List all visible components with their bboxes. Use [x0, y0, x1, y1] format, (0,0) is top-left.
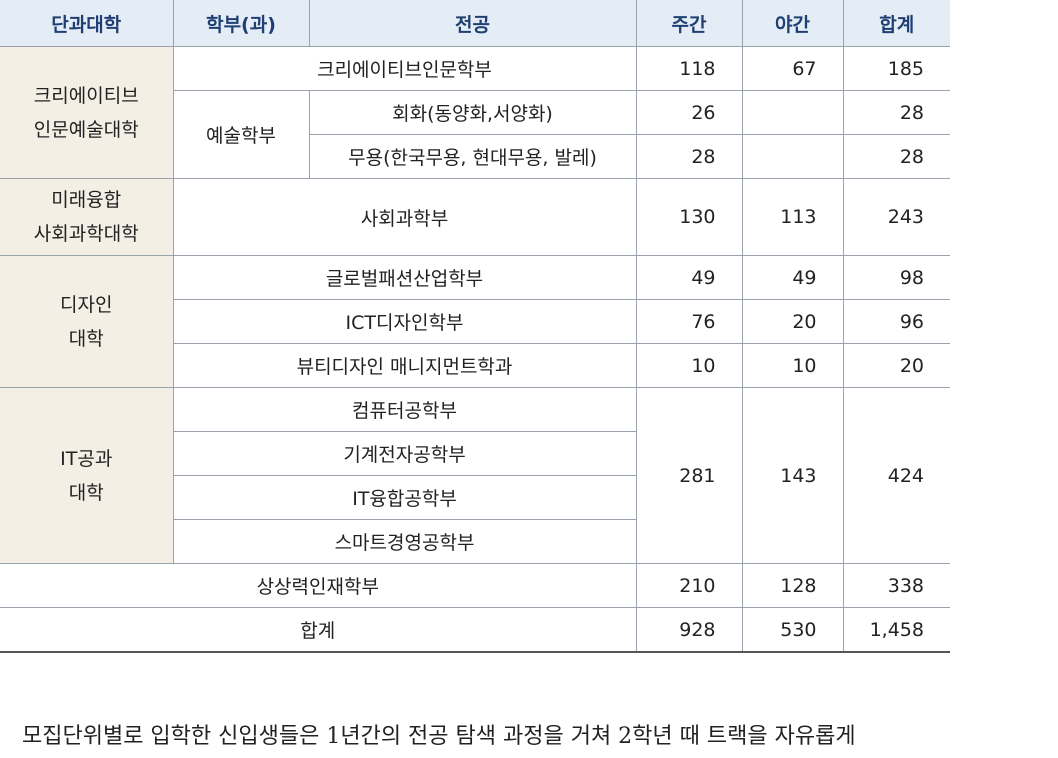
enrollment-table: 단과대학 학부(과) 전공 주간 야간 합계 크리에이티브 인문예술대학 크리에…: [0, 0, 950, 653]
total-count: 98: [842, 255, 950, 300]
table-row: 무용(한국무용, 현대무용, 발레) 28 28: [0, 134, 950, 179]
header-night: 야간: [741, 0, 844, 47]
table-row: 미래융합 사회과학대학 사회과학부 130 113 243: [0, 178, 950, 256]
table-row: 스마트경영공학부: [0, 519, 950, 564]
table-row: IT융합공학부: [0, 475, 950, 520]
major-cell: 컴퓨터공학부: [172, 387, 637, 432]
total-count: 424: [842, 387, 950, 564]
total-count: 185: [842, 46, 950, 91]
major-cell: ICT디자인학부: [173, 299, 637, 344]
table-row: IT공과 대학 컴퓨터공학부 281 143 424: [0, 387, 950, 564]
night-count: 113: [741, 178, 844, 256]
day-count: 118: [635, 46, 743, 91]
division-cell: 예술학부: [173, 90, 310, 179]
total-count: 96: [842, 299, 950, 344]
college-cell: IT공과 대학: [0, 387, 174, 564]
night-count: [741, 90, 844, 135]
day-count: 281: [635, 387, 743, 564]
header-college: 단과대학: [0, 0, 174, 47]
day-count: 210: [635, 563, 743, 608]
college-name-line: 크리에이티브: [33, 84, 139, 107]
total-count: 1,458: [842, 607, 950, 653]
major-cell: 상상력인재학부: [0, 563, 637, 608]
college-name-line: 인문예술대학: [33, 118, 139, 141]
major-cell: 글로벌패션산업학부: [172, 255, 637, 300]
day-count: 28: [635, 134, 743, 179]
table-row: 크리에이티브 인문예술대학 크리에이티브인문학부 118 67 185: [0, 46, 950, 179]
day-count: 26: [635, 90, 743, 135]
table-row: ICT디자인학부 76 20 96: [0, 299, 950, 344]
college-name-line: 대학: [68, 481, 104, 504]
major-cell: 회화(동양화,서양화): [308, 90, 637, 135]
college-cell: 디자인 대학: [0, 255, 174, 388]
total-count: 20: [842, 343, 950, 388]
major-cell: IT융합공학부: [173, 475, 636, 520]
night-count: 49: [741, 255, 844, 300]
college-name-line: 사회과학대학: [33, 223, 139, 245]
night-count: 67: [741, 46, 844, 91]
college-name-line: IT공과: [60, 447, 113, 470]
college-name-line: 미래융합: [51, 189, 122, 211]
major-cell: 무용(한국무용, 현대무용, 발레): [309, 134, 637, 179]
major-cell: 크리에이티브인문학부: [172, 46, 637, 91]
day-count: 928: [635, 607, 743, 653]
total-count: 243: [842, 178, 950, 256]
night-count: 20: [741, 299, 844, 344]
body-text: 모집단위별로 입학한 신입생들은 1년간의 전공 탐색 과정을 거쳐 2학년 때…: [22, 724, 856, 749]
header-day: 주간: [635, 0, 743, 47]
table-row: 기계전자공학부: [0, 431, 950, 476]
night-count: 530: [741, 607, 844, 653]
night-count: 10: [741, 343, 844, 388]
total-row: 합계 928 530 1,458: [0, 607, 950, 653]
total-count: 28: [842, 90, 950, 135]
night-count: 143: [741, 387, 844, 564]
college-cell: 미래융합 사회과학대학: [0, 178, 174, 256]
college-cell: 크리에이티브 인문예술대학: [0, 46, 174, 179]
day-count: 76: [635, 299, 743, 344]
night-count: 128: [741, 563, 844, 608]
major-cell: 스마트경영공학부: [173, 519, 636, 564]
day-count: 49: [635, 255, 743, 300]
total-count: 338: [842, 563, 950, 608]
total-count: 28: [842, 134, 950, 179]
table-row: 뷰티디자인 매니지먼트학과 10 10 20: [0, 343, 950, 388]
header-major: 전공: [308, 0, 637, 47]
header-total: 합계: [842, 0, 950, 47]
table-row: 상상력인재학부 210 128 338: [0, 563, 950, 608]
college-name-line: 디자인: [60, 293, 113, 316]
college-name-line: 대학: [68, 327, 104, 350]
major-cell: 뷰티디자인 매니지먼트학과: [173, 343, 637, 388]
major-cell: 사회과학부: [172, 178, 637, 256]
major-cell: 기계전자공학부: [173, 431, 636, 476]
header-division: 학부(과): [172, 0, 310, 47]
day-count: 130: [635, 178, 743, 256]
night-count: [741, 134, 844, 179]
table-row: 디자인 대학 글로벌패션산업학부 49 49 98: [0, 255, 950, 388]
day-count: 10: [635, 343, 743, 388]
sum-label: 합계: [0, 607, 637, 653]
header-row: 단과대학 학부(과) 전공 주간 야간 합계: [0, 0, 950, 47]
